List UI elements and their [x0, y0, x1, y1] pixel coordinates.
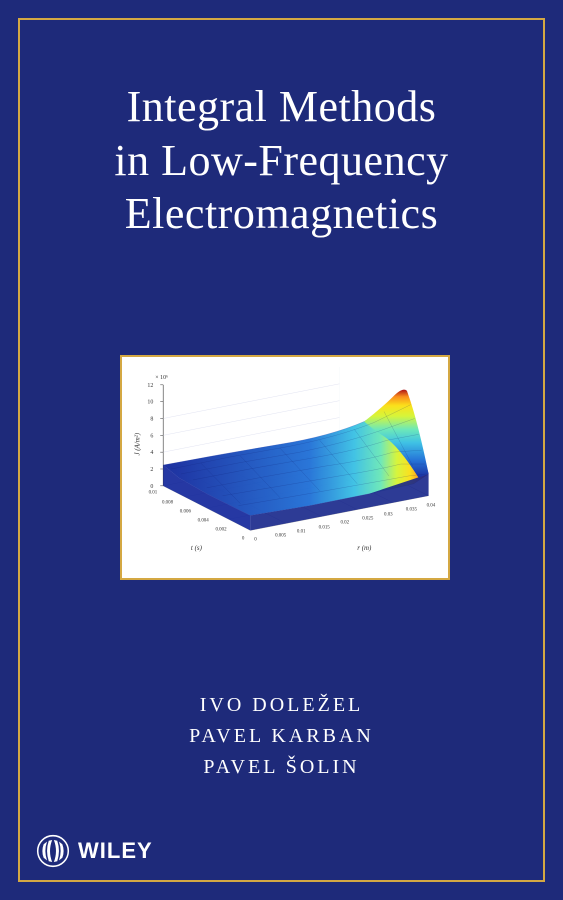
svg-text:10: 10: [147, 400, 153, 406]
author-2: PAVEL KARBAN: [0, 721, 563, 752]
publisher-name: WILEY: [78, 838, 153, 864]
svg-text:0.035: 0.035: [406, 508, 418, 513]
title-line-3: Electromagnetics: [36, 187, 527, 241]
svg-text:0.005: 0.005: [275, 533, 287, 538]
authors-block: IVO DOLEŽEL PAVEL KARBAN PAVEL ŠOLIN: [0, 690, 563, 783]
publisher-block: WILEY: [36, 834, 153, 868]
svg-text:4: 4: [150, 450, 153, 456]
svg-text:0.01: 0.01: [149, 491, 158, 496]
author-3: PAVEL ŠOLIN: [0, 752, 563, 783]
author-1: IVO DOLEŽEL: [0, 690, 563, 721]
svg-text:0.02: 0.02: [340, 520, 349, 525]
svg-text:12: 12: [147, 383, 153, 389]
surface-plot-svg: × 10⁶ 0 2 4 6 8 10 12 J (A/m²): [130, 367, 440, 570]
svg-text:2: 2: [150, 467, 153, 473]
svg-text:0.04: 0.04: [427, 504, 436, 509]
title-line-2: in Low-Frequency: [36, 134, 527, 188]
y-axis-label: r (m): [357, 545, 372, 552]
svg-text:0.025: 0.025: [362, 516, 374, 521]
svg-text:0.01: 0.01: [297, 529, 306, 534]
book-title: Integral Methods in Low-Frequency Electr…: [36, 80, 527, 241]
svg-text:0: 0: [254, 537, 257, 542]
cover-plot: × 10⁶ 0 2 4 6 8 10 12 J (A/m²): [120, 355, 450, 580]
svg-text:0.015: 0.015: [319, 525, 331, 530]
svg-text:0.004: 0.004: [198, 518, 210, 523]
z-exponent: × 10⁶: [155, 375, 168, 381]
svg-text:0: 0: [150, 484, 153, 490]
svg-text:0: 0: [242, 536, 245, 541]
title-line-1: Integral Methods: [36, 80, 527, 134]
svg-text:0.002: 0.002: [215, 527, 227, 532]
svg-text:0.006: 0.006: [180, 510, 192, 515]
x-axis-label: t (s): [191, 545, 203, 552]
wiley-logo-icon: [36, 834, 70, 868]
z-axis-label: J (A/m²): [134, 432, 141, 455]
svg-text:0.008: 0.008: [162, 501, 174, 506]
z-axis-ticks: 0 2 4 6 8 10 12: [147, 383, 163, 490]
svg-text:0.03: 0.03: [384, 513, 393, 518]
svg-text:8: 8: [150, 416, 153, 422]
svg-text:6: 6: [150, 433, 153, 439]
